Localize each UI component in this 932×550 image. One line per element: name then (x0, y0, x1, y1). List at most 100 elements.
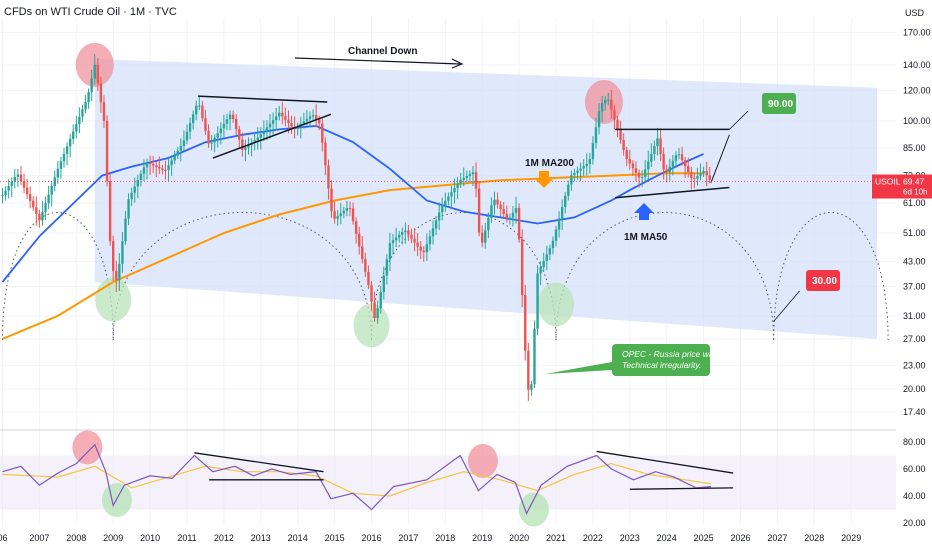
candle-body (96, 64, 100, 84)
year-tick-label: 2018 (435, 533, 455, 543)
note-line: OPEC - Russia price war. (622, 349, 719, 359)
candle-body (456, 183, 459, 188)
candle-body (530, 384, 533, 390)
year-tick-label: 2015 (325, 533, 345, 543)
projection-up-arrow (710, 134, 730, 183)
rsi-line (2, 443, 712, 515)
candle-body (702, 171, 705, 174)
target-down-label: 30.00 (812, 276, 837, 287)
candle-body (594, 127, 598, 144)
candle-body (416, 242, 419, 247)
candle-body (450, 192, 453, 197)
candle-body (490, 205, 493, 218)
candle-body (185, 131, 189, 141)
candle-body (265, 127, 269, 131)
candle-body (90, 78, 93, 93)
candle-body (447, 196, 450, 201)
ma50-arrow (634, 203, 654, 220)
candle-body (643, 169, 647, 178)
last-price-badge (872, 174, 932, 199)
candle-body (271, 120, 275, 124)
candle-body (32, 200, 35, 208)
ma200-label: 1M MA200 (525, 158, 574, 169)
year-tick-label: 2029 (841, 533, 861, 543)
candle-body (683, 160, 687, 167)
candle-body (268, 123, 272, 128)
year-tick-label: 2010 (140, 533, 160, 543)
candle-body (151, 163, 155, 166)
candle-body (339, 213, 342, 217)
candle-body (511, 212, 515, 218)
rsi-ma-line (2, 462, 712, 497)
candle-body (496, 199, 499, 205)
cycle-low-circle (538, 282, 574, 327)
candle-body (545, 254, 548, 261)
candle-body (99, 83, 103, 103)
candle-body (19, 174, 23, 182)
candle-body (434, 220, 438, 229)
candle-body (604, 100, 607, 104)
candle-body (514, 207, 518, 213)
candle-body (213, 137, 216, 143)
candle-body (210, 142, 213, 144)
ma200-line (2, 172, 704, 340)
candle-body (647, 161, 650, 170)
candle-body (358, 233, 361, 247)
candle-body (373, 301, 376, 319)
channel-down-label: Channel Down (348, 46, 417, 57)
candle-body (44, 203, 47, 212)
rsi-panel (0, 430, 896, 527)
candle-body (508, 217, 512, 219)
candle-body (680, 154, 684, 161)
candle-body (259, 134, 262, 138)
year-tick-label: 2007 (29, 533, 49, 543)
candle-body (235, 118, 238, 130)
candle-body (650, 153, 653, 162)
candle-body (471, 172, 475, 175)
candle-body (394, 237, 398, 241)
candle-body (330, 188, 333, 212)
candle-body (13, 176, 16, 182)
candle-body (465, 176, 469, 178)
candle-body (115, 270, 118, 281)
rsi-high-circle (72, 430, 103, 465)
candle-body (284, 116, 287, 120)
candle-body (311, 115, 315, 117)
candle-body (207, 130, 210, 144)
year-tick-label: 2026 (730, 533, 750, 543)
candle-body (520, 239, 524, 296)
candle-body (634, 168, 638, 173)
candle-body (459, 179, 462, 184)
candle-body (84, 102, 87, 110)
candle-body (238, 129, 241, 140)
price-tick-label: 23.00 (903, 361, 926, 371)
price-tick-label: 140.00 (903, 60, 931, 70)
candle-body (225, 119, 229, 124)
candle-body (121, 241, 124, 264)
year-tick-label: 06 (0, 533, 8, 543)
candle-body (201, 105, 204, 119)
last-price-symbol: USOIL (875, 177, 901, 187)
year-tick-label: 2008 (66, 533, 86, 543)
candle-body (385, 259, 389, 276)
currency-label: USD (905, 8, 925, 18)
candle-body (87, 92, 90, 103)
candle-body (653, 146, 656, 154)
candle-body (278, 112, 281, 117)
candle-body (542, 260, 545, 268)
candle-body (253, 140, 256, 143)
candle-body (354, 221, 358, 234)
candle-body (244, 147, 247, 150)
candle-body (505, 213, 508, 219)
target-up-label: 90.00 (768, 99, 793, 110)
candle-body (637, 172, 641, 178)
channel-down-arrow (294, 57, 461, 65)
candle-body (539, 267, 542, 274)
candle-body (582, 166, 585, 169)
price-tick-label: 85.00 (903, 143, 926, 153)
candle-body (404, 230, 407, 232)
candle-body (588, 159, 592, 165)
candle-body (499, 204, 502, 210)
candle-body (348, 208, 352, 210)
